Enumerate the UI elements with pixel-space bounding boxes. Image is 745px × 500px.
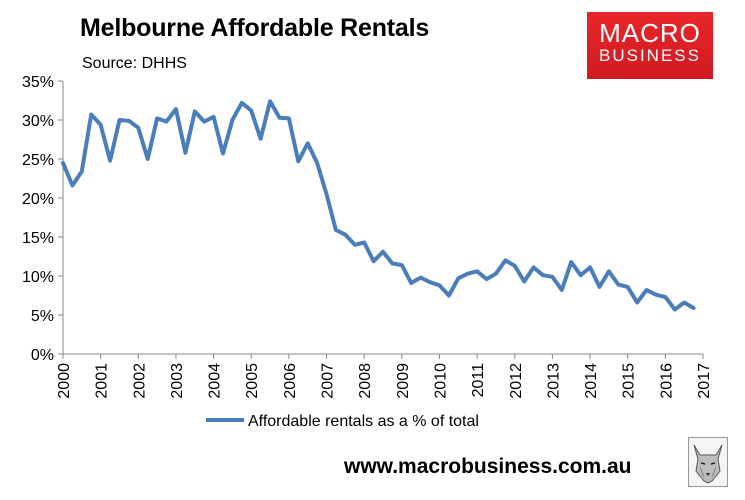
x-tick-label: 2007	[320, 363, 337, 399]
y-tick-label: 10%	[22, 269, 54, 286]
x-tick-label: 2002	[131, 363, 148, 399]
logo-line-1: MACRO	[599, 18, 701, 48]
chart-title: Melbourne Affordable Rentals	[80, 14, 430, 42]
website-url: www.macrobusiness.com.au	[344, 455, 632, 478]
x-tick-label: 2014	[583, 363, 600, 399]
y-axis: 0% 5% 10% 15% 20% 25% 30% 35%	[22, 74, 64, 364]
y-tick-label: 15%	[22, 230, 54, 247]
x-tick-label: 2009	[395, 363, 412, 399]
wolf-logo-icon	[688, 437, 728, 487]
x-tick-label: 2013	[545, 363, 562, 399]
x-tick-label: 2004	[207, 363, 224, 399]
x-tick-label: 2008	[357, 363, 374, 399]
logo-line-2: BUSINESS	[599, 46, 701, 65]
x-tick-label: 2011	[470, 363, 487, 398]
x-tick-label: 2006	[282, 363, 299, 399]
x-tick-label: 2012	[508, 363, 525, 399]
x-tick-label: 2003	[169, 363, 186, 399]
x-tick-label: 2017	[696, 363, 713, 399]
y-tick-label: 30%	[22, 113, 54, 130]
x-axis: 2000 2001 2002 2003 2004 2005 2006 2007 2008 2009…	[56, 353, 713, 399]
x-tick-label: 2010	[432, 363, 449, 399]
legend-label: Affordable rentals as a % of total	[248, 413, 479, 430]
y-tick-label: 0%	[31, 347, 54, 364]
y-tick-label: 35%	[22, 74, 54, 91]
x-tick-label: 2015	[621, 363, 638, 399]
y-tick-label: 5%	[31, 308, 54, 325]
x-tick-label: 2000	[56, 363, 73, 399]
x-tick-label: 2016	[658, 363, 675, 399]
x-tick-label: 2001	[94, 363, 111, 399]
x-tick-label: 2005	[244, 363, 261, 399]
plot-area	[61, 99, 696, 312]
y-tick-label: 20%	[22, 191, 54, 208]
series-line	[61, 99, 696, 312]
macrobusiness-logo: MACRO BUSINESS	[587, 12, 713, 79]
chart-subtitle: Source: DHHS	[82, 55, 187, 72]
y-tick-label: 25%	[22, 152, 54, 169]
legend: Affordable rentals as a % of total	[206, 413, 479, 430]
